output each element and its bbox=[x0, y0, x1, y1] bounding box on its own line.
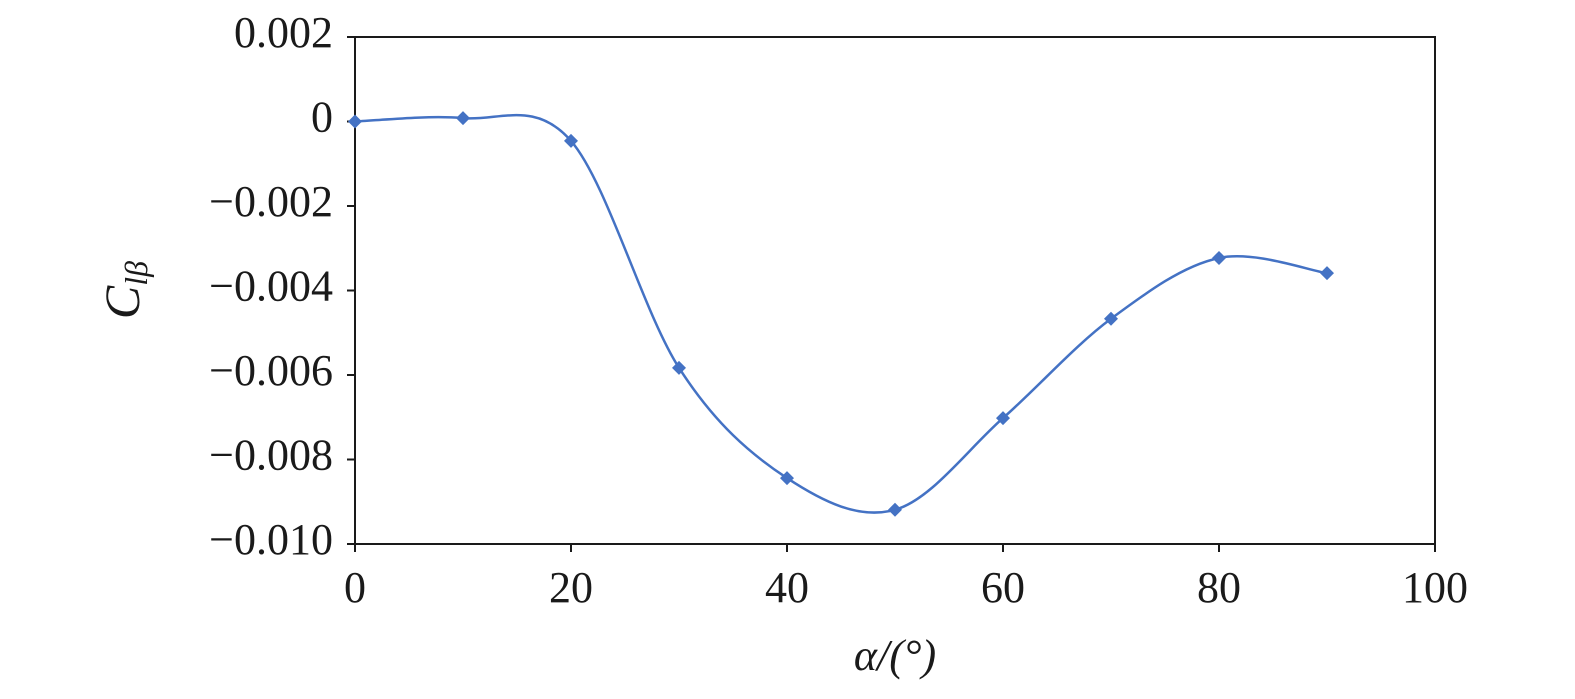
x-tick-label: 60 bbox=[981, 563, 1025, 612]
x-axis-label: α/(°) bbox=[854, 631, 936, 680]
data-point bbox=[780, 471, 794, 486]
y-label-sub: lβ bbox=[118, 261, 154, 286]
y-tick-label: −0.006 bbox=[209, 346, 333, 395]
y-tick-label: 0.002 bbox=[234, 8, 333, 57]
x-tick-label: 40 bbox=[765, 563, 809, 612]
data-point bbox=[348, 114, 362, 129]
data-point bbox=[1104, 311, 1118, 326]
y-tick-label: −0.008 bbox=[209, 431, 333, 480]
y-tick-label: −0.002 bbox=[209, 177, 333, 226]
data-point bbox=[1320, 266, 1334, 281]
y-tick-label: −0.010 bbox=[209, 515, 333, 564]
plot-frame bbox=[354, 36, 1436, 545]
data-point bbox=[1212, 250, 1226, 265]
data-point bbox=[996, 411, 1010, 426]
y-tick-label: 0 bbox=[311, 93, 333, 142]
y-label-main: C bbox=[94, 285, 150, 319]
data-point bbox=[564, 133, 578, 148]
y-tick-label: −0.004 bbox=[209, 262, 333, 311]
data-point bbox=[888, 502, 902, 517]
series-line bbox=[354, 113, 1328, 514]
data-point bbox=[672, 360, 686, 375]
x-tick-label: 100 bbox=[1402, 563, 1468, 612]
y-axis-label: Clβ bbox=[94, 261, 154, 319]
data-point bbox=[456, 111, 470, 126]
x-tick-label: 80 bbox=[1197, 563, 1241, 612]
x-tick-label: 0 bbox=[344, 563, 366, 612]
x-tick-label: 20 bbox=[549, 563, 593, 612]
